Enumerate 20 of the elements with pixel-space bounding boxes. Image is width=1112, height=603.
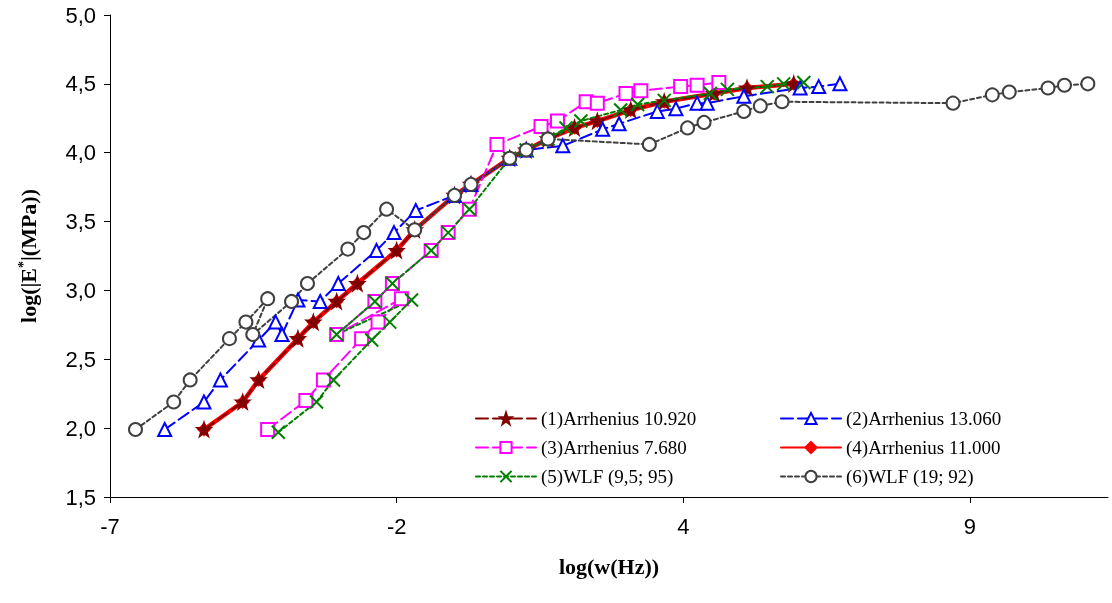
legend-label: (3)Arrhenius 7.680 [541,437,687,459]
y-tick-label: 1,5 [65,484,96,510]
x-tick-label: -7 [100,513,120,539]
legend-label: (6)WLF (19; 92) [846,466,974,488]
y-tick-label: 4,0 [65,140,96,166]
y-tick-label: 2,5 [65,346,96,372]
x-tick-label: 4 [677,513,690,539]
y-axis-title: log(|E*|(MPa)) [15,189,41,323]
x-tick-label: -2 [386,513,407,539]
y-tick-label: 3,0 [65,277,96,303]
legend-label: (2)Arrhenius 13.060 [846,408,1002,430]
x-axis-title: log(w(Hz)) [558,553,660,579]
y-tick-label: 3,5 [65,209,96,235]
x-tick-label: 9 [963,513,977,539]
legend-label: (4)Arrhenius 11.000 [846,437,1001,459]
legend-label: (5)WLF (9,5; 95) [541,466,674,488]
legend-label: (1)Arrhenius 10.920 [541,408,697,430]
y-tick-label: 4,5 [65,71,96,97]
y-tick-label: 5,0 [65,2,96,28]
y-tick-label: 2,0 [65,415,96,441]
